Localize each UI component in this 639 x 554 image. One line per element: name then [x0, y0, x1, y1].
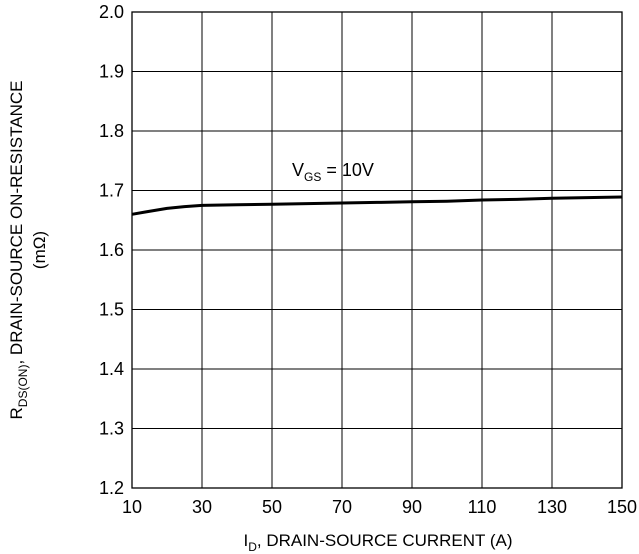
plot-area-frame: [131, 11, 623, 489]
x-tick-label: 90: [402, 497, 422, 517]
x-tick-label: 110: [468, 497, 497, 517]
x-axis-title: ID, DRAIN-SOURCE CURRENT (A): [243, 531, 512, 554]
y-axis-title: RDS(ON), DRAIN-SOURCE ON-RESISTANCE: [7, 81, 30, 420]
grid: [131, 11, 623, 489]
x-tick-label: 50: [262, 497, 282, 517]
x-tick-label: 30: [192, 497, 212, 517]
y-tick-label: 1.3: [99, 419, 124, 439]
y-tick-label: 1.9: [99, 62, 124, 82]
y-axis-unit: (mΩ): [30, 231, 49, 269]
y-tick-label: 1.5: [99, 300, 124, 320]
y-tick-label: 1.7: [99, 181, 124, 201]
y-tick-labels: 2.0 1.9 1.8 1.7 1.6 1.5 1.4 1.3 1.2: [99, 2, 124, 498]
y-tick-label: 1.2: [99, 478, 124, 498]
rdson-series-line: [131, 195, 623, 216]
x-tick-label: 10: [122, 497, 142, 517]
y-tick-label: 1.4: [99, 359, 124, 379]
x-tick-label: 70: [332, 497, 352, 517]
x-tick-label: 150: [607, 497, 637, 517]
vgs-annotation: VGS = 10V: [292, 160, 374, 184]
y-tick-label: 2.0: [99, 2, 124, 22]
series-layer: [131, 195, 623, 216]
y-tick-label: 1.8: [99, 121, 124, 141]
y-tick-label: 1.6: [99, 240, 124, 260]
x-tick-labels: 10 30 50 70 90 110 130 150: [122, 497, 637, 517]
x-tick-label: 130: [537, 497, 567, 517]
